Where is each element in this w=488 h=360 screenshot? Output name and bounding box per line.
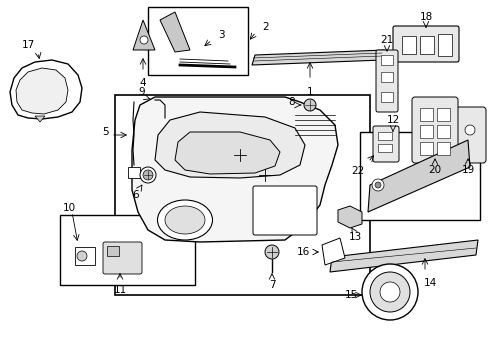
Polygon shape <box>160 12 190 52</box>
Text: 5: 5 <box>102 127 109 137</box>
Text: 15: 15 <box>344 290 357 300</box>
Text: 1: 1 <box>306 87 313 97</box>
Bar <box>419 142 432 155</box>
Circle shape <box>140 167 156 183</box>
Text: 21: 21 <box>380 35 393 45</box>
Text: 14: 14 <box>423 278 436 288</box>
Bar <box>419 36 433 54</box>
Polygon shape <box>175 132 280 174</box>
Bar <box>436 108 449 121</box>
FancyBboxPatch shape <box>392 26 458 62</box>
Circle shape <box>140 36 148 44</box>
Circle shape <box>374 182 380 188</box>
Bar <box>377 132 391 140</box>
Polygon shape <box>251 50 384 65</box>
Polygon shape <box>321 238 345 265</box>
Bar <box>115 95 369 295</box>
Text: 17: 17 <box>21 40 35 50</box>
Polygon shape <box>367 140 469 212</box>
Circle shape <box>464 125 474 135</box>
Polygon shape <box>16 68 68 114</box>
Bar <box>380 55 392 65</box>
Circle shape <box>304 99 315 111</box>
Circle shape <box>361 264 417 320</box>
Bar <box>377 144 391 152</box>
Text: 22: 22 <box>351 166 364 176</box>
Text: 8: 8 <box>288 97 294 107</box>
Bar <box>401 36 415 54</box>
FancyBboxPatch shape <box>454 107 485 163</box>
Bar <box>380 72 392 82</box>
Text: 19: 19 <box>461 165 474 175</box>
Text: 10: 10 <box>63 203 76 213</box>
Bar <box>148 7 247 75</box>
Bar <box>419 108 432 121</box>
Circle shape <box>142 170 153 180</box>
Polygon shape <box>132 97 337 242</box>
Ellipse shape <box>164 206 204 234</box>
Text: 9: 9 <box>138 87 145 97</box>
Circle shape <box>77 251 87 261</box>
Bar <box>419 125 432 138</box>
Text: 18: 18 <box>419 12 432 22</box>
Bar <box>60 215 195 285</box>
FancyBboxPatch shape <box>375 50 397 112</box>
Bar <box>437 34 451 56</box>
Text: 6: 6 <box>132 190 139 200</box>
Polygon shape <box>329 240 477 272</box>
Circle shape <box>379 282 399 302</box>
Bar <box>359 132 479 220</box>
Text: 13: 13 <box>347 232 361 242</box>
Bar <box>107 246 119 256</box>
Circle shape <box>371 179 383 191</box>
Text: 11: 11 <box>113 285 126 295</box>
Text: 20: 20 <box>427 165 441 175</box>
FancyBboxPatch shape <box>372 126 398 162</box>
Bar <box>436 142 449 155</box>
Bar <box>436 125 449 138</box>
Polygon shape <box>10 60 82 119</box>
Circle shape <box>369 272 409 312</box>
Text: 12: 12 <box>386 115 399 125</box>
FancyBboxPatch shape <box>252 186 316 235</box>
Polygon shape <box>155 112 305 178</box>
Text: 4: 4 <box>140 78 146 88</box>
FancyBboxPatch shape <box>103 242 142 274</box>
Circle shape <box>264 245 279 259</box>
Polygon shape <box>35 116 45 122</box>
Polygon shape <box>337 206 361 228</box>
Polygon shape <box>133 20 155 50</box>
Ellipse shape <box>157 200 212 240</box>
Text: 16: 16 <box>296 247 309 257</box>
FancyBboxPatch shape <box>411 97 457 163</box>
Bar <box>75 247 95 265</box>
Bar <box>380 92 392 102</box>
Text: 3: 3 <box>218 30 224 40</box>
Text: 7: 7 <box>268 280 275 290</box>
Text: 2: 2 <box>262 22 268 32</box>
Polygon shape <box>128 167 140 178</box>
